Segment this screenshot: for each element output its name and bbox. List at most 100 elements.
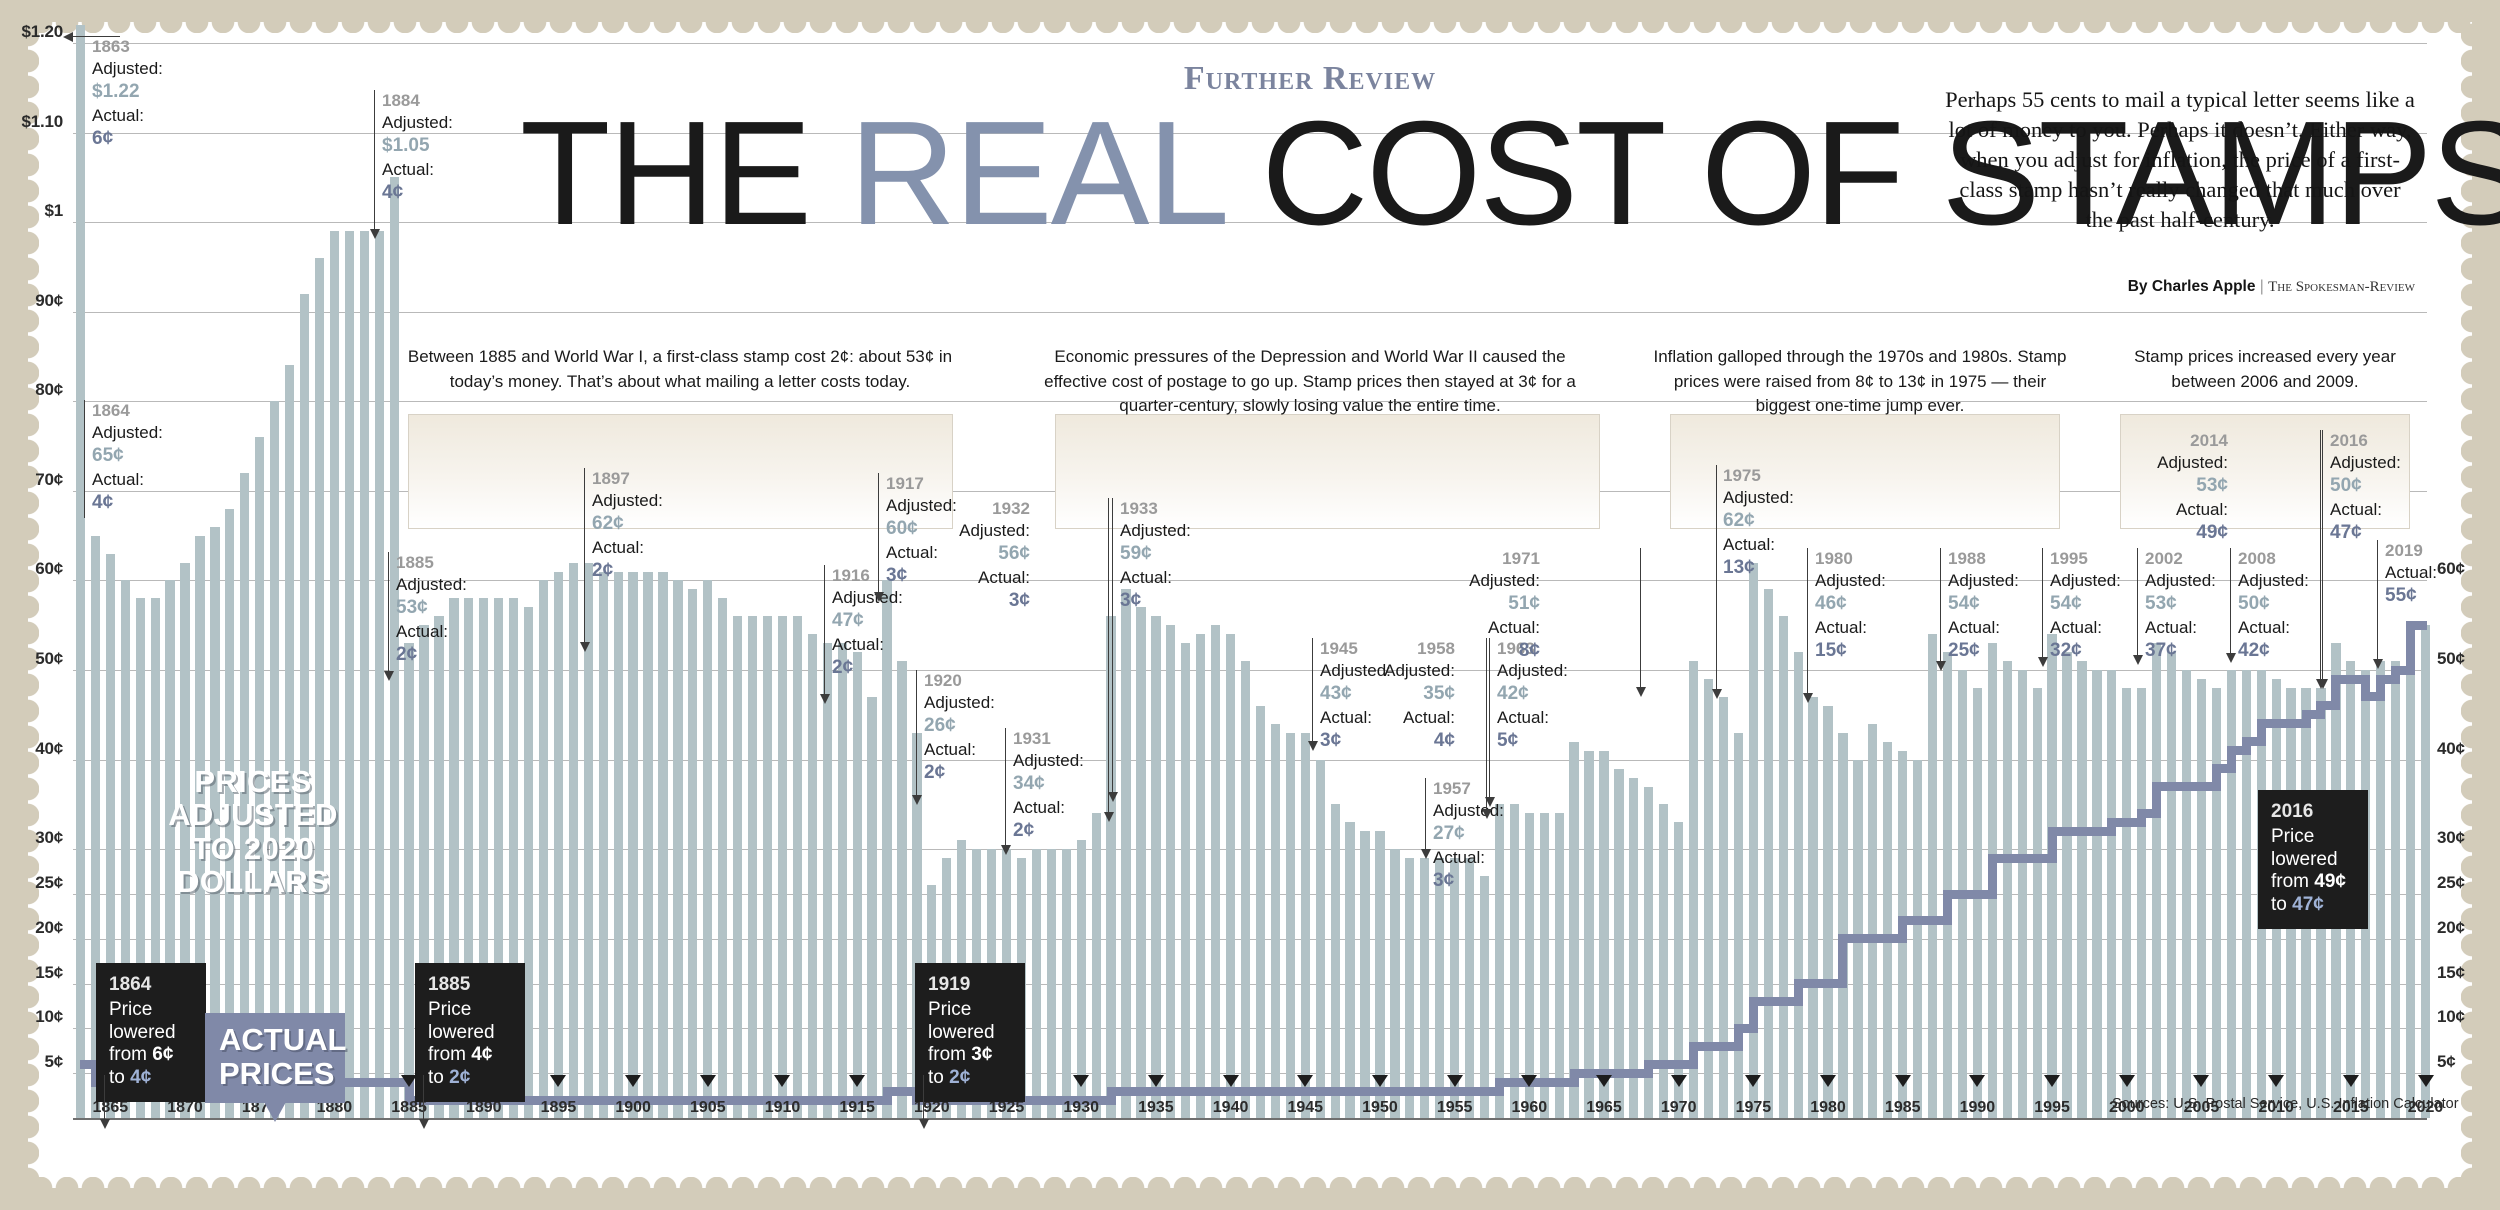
bar bbox=[1450, 858, 1460, 1118]
annotation-adjusted-value: 54¢ bbox=[1948, 593, 1980, 615]
x-axis-tick-label: 1890 bbox=[465, 1099, 502, 1116]
x-axis-tick-label: 1980 bbox=[1810, 1099, 1846, 1116]
annotation-actual-label: Actual: bbox=[1948, 617, 2000, 637]
chart-caption: Inflation galloped through the 1970s and… bbox=[1650, 345, 2070, 419]
callout-line-3: from 4¢ bbox=[428, 1044, 493, 1066]
bar bbox=[897, 661, 907, 1118]
headline-part-2: COST OF STAMPS bbox=[1222, 91, 2500, 256]
byline-author: By Charles Apple bbox=[2127, 278, 2256, 295]
annotation-leader-line bbox=[1710, 465, 1724, 699]
bar bbox=[404, 643, 414, 1118]
bar bbox=[299, 293, 310, 1118]
y-axis-tick-left: $1.10 bbox=[21, 111, 63, 131]
actual-price-step-segment bbox=[1111, 1086, 1500, 1096]
annotation-adjusted-label: Adjusted: bbox=[382, 113, 453, 133]
actual-price-step-segment bbox=[1753, 997, 1799, 1007]
price-lowered-callout-1864: 1864 Price lowered from 6¢ to 4¢ bbox=[96, 963, 206, 1102]
annotation-actual-label: Actual: bbox=[2238, 617, 2290, 637]
callout-leader-line bbox=[98, 1075, 112, 1129]
y-axis-tick-left: 30¢ bbox=[35, 828, 63, 848]
annotation-actual-label: Actual: bbox=[92, 469, 144, 489]
bar bbox=[2391, 661, 2401, 1118]
actual-price-step-riser bbox=[1898, 916, 1908, 944]
x-axis-tick-label: 1920 bbox=[914, 1099, 950, 1116]
x-axis-marker bbox=[1073, 1075, 1090, 1087]
y-axis-tick-right: 20¢ bbox=[2437, 917, 2465, 937]
bar bbox=[1345, 822, 1355, 1118]
gridline bbox=[73, 580, 2427, 582]
x-axis-tick-label: 1925 bbox=[988, 1099, 1025, 1116]
x-axis-tick-label: 1965 bbox=[1586, 1099, 1622, 1116]
data-annotation-1963: 1963 Adjusted: 42¢ Actual: 5¢ bbox=[1497, 638, 1568, 754]
bar bbox=[105, 553, 115, 1118]
annotation-adjusted-label: Adjusted: bbox=[886, 496, 957, 516]
byline-organization: The Spokesman-Review bbox=[2268, 279, 2415, 295]
x-axis-marker bbox=[1297, 1075, 1314, 1087]
x-axis-tick-label: 1955 bbox=[1436, 1099, 1473, 1116]
annotation-adjusted-label: Adjusted: bbox=[1120, 521, 1191, 541]
actual-price-step-segment bbox=[2261, 719, 2306, 729]
chart-caption-text: Economic pressures of the Depression and… bbox=[1044, 347, 1576, 416]
callout-line-1: Price bbox=[109, 998, 153, 1020]
actual-price-step-riser bbox=[2376, 674, 2386, 702]
x-axis-marker bbox=[2193, 1075, 2210, 1087]
annotation-actual-value: 6¢ bbox=[92, 127, 114, 149]
annotation-adjusted-label: Adjusted: bbox=[1497, 661, 1568, 681]
actual-price-step-riser bbox=[2406, 620, 2416, 675]
annotation-leader-line bbox=[2224, 548, 2238, 663]
annotation-leader-line bbox=[999, 728, 1013, 855]
bar bbox=[270, 401, 280, 1118]
bar bbox=[1913, 759, 1923, 1118]
bar bbox=[1360, 831, 1370, 1118]
annotation-leader-line bbox=[1483, 638, 1497, 807]
bar bbox=[2002, 661, 2012, 1118]
annotation-leader-line bbox=[1480, 638, 1494, 819]
callout-line-2: lowered bbox=[428, 1021, 495, 1043]
callout-line-3: from 3¢ bbox=[928, 1044, 993, 1066]
bar bbox=[1136, 607, 1146, 1118]
x-axis-marker bbox=[2118, 1075, 2135, 1087]
bar bbox=[75, 25, 86, 1118]
callout-leader-line bbox=[917, 1075, 931, 1129]
bar bbox=[1793, 652, 1803, 1118]
annotation-actual-value: 4¢ bbox=[92, 491, 114, 513]
actual-price-step-segment bbox=[1902, 916, 1948, 926]
bar bbox=[165, 580, 175, 1118]
annotation-actual-label: Actual: bbox=[92, 105, 144, 125]
actual-price-step-segment bbox=[2306, 710, 2321, 720]
x-axis-tick-label: 1935 bbox=[1138, 1099, 1174, 1116]
actual-price-step-segment bbox=[2246, 737, 2262, 747]
bar bbox=[1106, 616, 1116, 1118]
bar bbox=[479, 598, 489, 1118]
bar bbox=[1031, 849, 1042, 1118]
bar bbox=[538, 580, 549, 1118]
bar bbox=[568, 562, 578, 1118]
annotation-year: 1945 bbox=[1320, 639, 1358, 658]
data-annotation-1933: 1933 Adjusted: 59¢ Actual: 3¢ bbox=[1120, 498, 1191, 614]
bar bbox=[2122, 687, 2132, 1118]
bar bbox=[2092, 670, 2102, 1118]
y-axis-tick-left: 60¢ bbox=[35, 559, 63, 579]
annotation-actual-label: Actual: bbox=[924, 739, 976, 759]
bar bbox=[1614, 768, 1624, 1118]
annotation-actual-value: 2¢ bbox=[924, 761, 946, 783]
bar bbox=[1748, 562, 1758, 1118]
bar bbox=[1315, 759, 1325, 1118]
bar bbox=[1076, 840, 1086, 1118]
callout-leader-line bbox=[417, 1075, 431, 1129]
bar bbox=[90, 535, 101, 1118]
annotation-leader-line bbox=[382, 552, 396, 681]
bar bbox=[867, 696, 877, 1118]
annotation-adjusted-label: Adjusted: bbox=[924, 693, 995, 713]
actual-price-step-segment bbox=[1947, 889, 1993, 899]
bar bbox=[1763, 589, 1773, 1118]
bar bbox=[1942, 652, 1953, 1118]
actual-prices-tag: ACTUAL PRICES bbox=[205, 1013, 346, 1123]
y-axis-tick-left: 70¢ bbox=[35, 469, 63, 489]
sources-note: Sources: U.S. Postal Service, U.S. Infla… bbox=[2112, 1096, 2459, 1112]
bar bbox=[1211, 625, 1221, 1118]
bar bbox=[1151, 616, 1161, 1118]
actual-price-step-segment bbox=[2141, 808, 2157, 818]
bar bbox=[613, 571, 623, 1118]
actual-price-step-riser bbox=[2152, 782, 2162, 818]
